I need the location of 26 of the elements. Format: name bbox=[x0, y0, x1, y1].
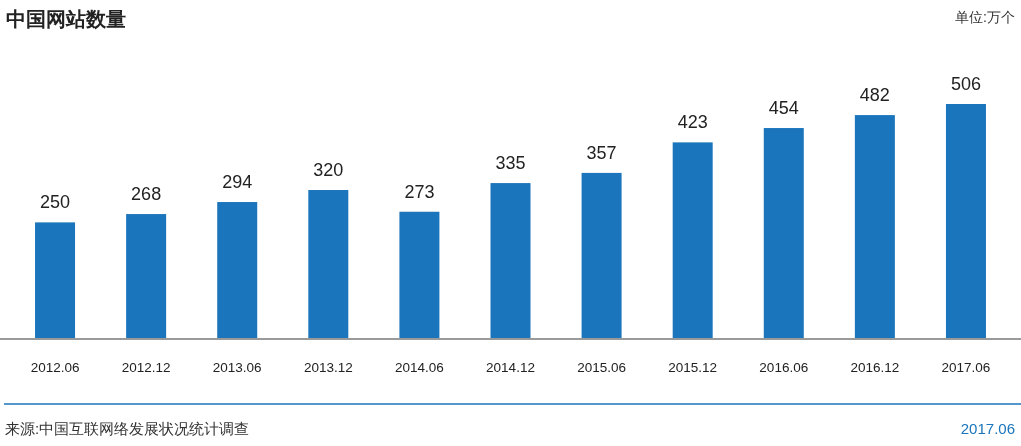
x-tick-label: 2015.06 bbox=[577, 360, 626, 375]
data-label: 454 bbox=[768, 98, 799, 119]
x-tick-label: 2014.06 bbox=[395, 360, 444, 375]
data-label: 294 bbox=[222, 172, 253, 193]
data-label: 273 bbox=[404, 181, 435, 202]
annotation: 2017.06 bbox=[960, 420, 1015, 437]
data-label: 482 bbox=[859, 85, 890, 106]
x-tick-label: 2013.06 bbox=[212, 360, 262, 375]
data-label: 423 bbox=[677, 112, 708, 133]
data-label: 506 bbox=[950, 74, 981, 94]
x-tick-label: 2017.06 bbox=[941, 360, 991, 375]
x-tick-label: 2013.12 bbox=[303, 360, 353, 375]
annotation: 来源:中国互联网络发展状况统计调查 bbox=[5, 420, 250, 437]
x-tick-label: 2012.06 bbox=[30, 360, 80, 375]
data-label: 320 bbox=[313, 160, 344, 180]
x-tick-label: 2016.06 bbox=[759, 360, 809, 375]
data-label: 357 bbox=[586, 142, 617, 163]
data-label: 250 bbox=[40, 192, 71, 213]
title: 中国网站数量 bbox=[6, 8, 126, 30]
x-tick-label: 2016.12 bbox=[850, 360, 900, 375]
data-label: 335 bbox=[495, 153, 526, 174]
annotation: 单位:万个 bbox=[955, 9, 1015, 25]
x-tick-label: 2015.12 bbox=[668, 360, 718, 375]
x-tick-label: 2014.12 bbox=[486, 360, 535, 375]
x-tick-label: 2012.12 bbox=[121, 360, 171, 375]
data-label: 268 bbox=[131, 184, 162, 205]
